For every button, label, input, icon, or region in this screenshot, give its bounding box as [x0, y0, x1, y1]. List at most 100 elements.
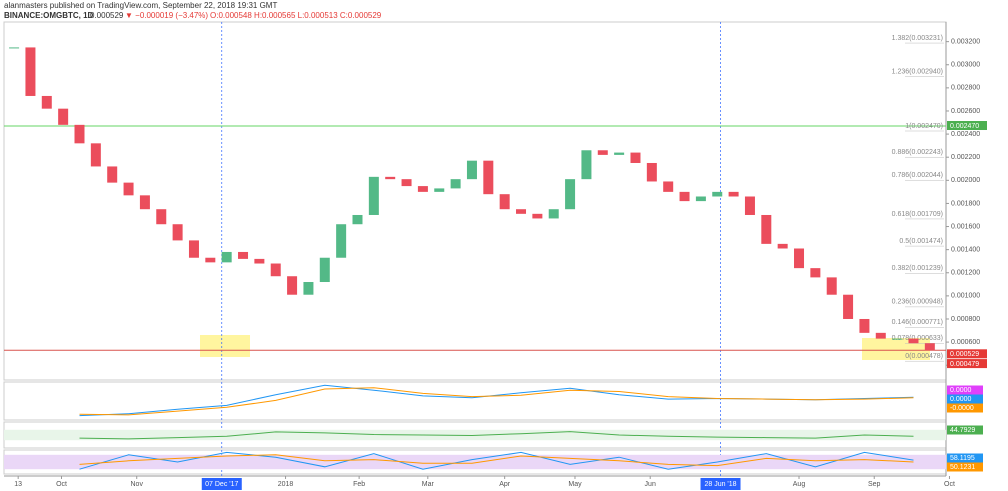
- y-tick-label: 0.000600: [951, 339, 980, 346]
- fib-label: 0.886(0.002243): [892, 149, 943, 156]
- candle: [728, 191, 739, 197]
- candle: [188, 240, 199, 258]
- y-tick-label: 0.001200: [951, 270, 980, 277]
- candle: [695, 196, 706, 202]
- candle: [712, 191, 723, 197]
- candle: [646, 162, 657, 182]
- candle: [417, 186, 428, 192]
- candle: [9, 47, 20, 49]
- indicator-tag-bg: [947, 394, 983, 404]
- y-tick-label: 0.001400: [951, 246, 980, 253]
- y-tick-label: 0.002800: [951, 85, 980, 92]
- candle: [270, 263, 281, 277]
- candle: [597, 150, 608, 155]
- x-tick-label: 2018: [278, 481, 294, 488]
- candle: [466, 160, 477, 180]
- candle: [221, 251, 232, 263]
- candle: [679, 191, 690, 202]
- price-tag-bg: [947, 121, 987, 131]
- indicator-tag-bg: [947, 453, 983, 463]
- y-tick-label: 0.000800: [951, 316, 980, 323]
- highlight-box: [200, 335, 250, 357]
- indicator-tag-bg: [947, 403, 983, 413]
- fib-label: 0.146(0.000771): [892, 319, 943, 326]
- candle: [25, 47, 36, 96]
- y-tick-label: 0.002400: [951, 131, 980, 138]
- indicator-line: [79, 454, 914, 467]
- candle: [172, 224, 183, 241]
- x-tick-label: 13: [14, 481, 22, 488]
- candle: [156, 209, 167, 225]
- candle: [107, 166, 118, 183]
- candle: [777, 243, 788, 249]
- candle: [843, 294, 854, 319]
- symbol: BINANCE:OMGBTC, 1D: [4, 11, 94, 20]
- candle: [516, 209, 527, 214]
- candle: [794, 248, 805, 269]
- candle: [368, 176, 379, 215]
- price-tag: 0.000529: [950, 351, 979, 358]
- candle: [875, 332, 886, 339]
- candle: [483, 160, 494, 195]
- indicator-tag: 50.1231: [950, 464, 975, 471]
- candle: [924, 343, 935, 351]
- candle: [41, 95, 52, 109]
- y-tick-label: 0.003000: [951, 62, 980, 69]
- x-tick-label: Feb: [353, 481, 365, 488]
- candle: [450, 179, 461, 189]
- candle: [385, 176, 396, 180]
- indicator-tag: 0.0000: [950, 387, 972, 394]
- candle: [810, 268, 821, 278]
- price-tag: 0.000479: [950, 361, 979, 368]
- indicator-tag-bg: [947, 462, 983, 472]
- candle: [581, 150, 592, 180]
- fib-label: 1.382(0.003231): [892, 35, 943, 42]
- x-tick-label: Mar: [422, 481, 435, 488]
- x-tick-label: May: [568, 481, 582, 488]
- candle: [859, 318, 870, 333]
- candle: [532, 213, 543, 219]
- y-tick-label: 0.002200: [951, 154, 980, 161]
- x-tick-label: Sep: [868, 481, 881, 488]
- fib-label: 1.236(0.002940): [892, 69, 943, 76]
- candle: [139, 195, 150, 210]
- fib-label: 0(0.000478): [905, 353, 943, 360]
- candle: [336, 224, 347, 258]
- candle: [287, 276, 298, 295]
- y-tick-label: 0.002000: [951, 177, 980, 184]
- indicator-line: [79, 431, 914, 440]
- candle: [205, 257, 216, 263]
- fib-label: 0.078(0.000633): [892, 335, 943, 342]
- fib-label: 0.5(0.001474): [899, 238, 943, 245]
- x-tick-label: Oct: [944, 481, 955, 488]
- candle: [663, 181, 674, 192]
- ohlc: O:0.000548 H:0.000565 L:0.000513 C:0.000…: [210, 11, 382, 20]
- marker-label: 07 Dec '17: [205, 481, 238, 488]
- candle: [58, 108, 69, 125]
- marker-label: 28 Jun '18: [704, 481, 736, 488]
- candle: [352, 214, 363, 225]
- candle: [908, 338, 919, 344]
- candle: [565, 179, 576, 210]
- candle: [499, 194, 510, 210]
- fib-label: 0.236(0.000948): [892, 299, 943, 306]
- candle: [74, 124, 85, 144]
- change: ▼ −0.000019 (−3.47%): [125, 11, 208, 20]
- candle: [254, 258, 265, 264]
- indicator-tag: 0.0000: [950, 396, 972, 403]
- indicator-tag: 58.1195: [950, 455, 975, 462]
- x-tick-label: Oct: [56, 481, 67, 488]
- candle: [892, 338, 903, 340]
- candle: [826, 277, 837, 295]
- candle: [434, 188, 445, 192]
- candle: [744, 196, 755, 215]
- fib-label: 1(0.002470): [905, 123, 943, 130]
- y-tick-label: 0.001600: [951, 223, 980, 230]
- y-tick-label: 0.001800: [951, 200, 980, 207]
- candle: [90, 143, 101, 167]
- candle: [319, 257, 330, 283]
- indicator-line: [79, 451, 914, 470]
